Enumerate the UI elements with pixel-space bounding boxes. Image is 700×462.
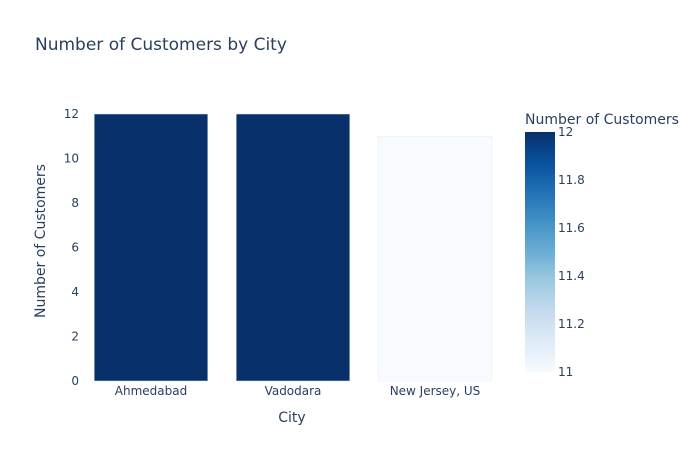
y-tick-label: 4 — [71, 285, 79, 299]
y-tick-label: 6 — [71, 241, 79, 255]
bar-ahmedabad — [93, 113, 209, 382]
y-tick-label: 2 — [71, 330, 79, 344]
colorbar-tick-label: 12 — [558, 125, 573, 139]
colorbar-ticks: 11 11.2 11.4 11.6 11.8 12 — [558, 125, 585, 379]
y-tick-label: 8 — [71, 196, 79, 210]
colorbar-tick-label: 11.4 — [558, 269, 585, 283]
colorbar-title: Number of Customers — [525, 112, 679, 128]
colorbar-tick-label: 11.8 — [558, 173, 585, 187]
colorbar-tick-label: 11 — [558, 365, 573, 379]
y-tick-label: 10 — [64, 152, 79, 166]
y-axis-title: Number of Customers — [33, 164, 49, 318]
x-axis-ticks: Ahmedabad Vadodara New Jersey, US — [115, 384, 481, 398]
bars — [93, 113, 493, 382]
colorbar — [525, 132, 555, 372]
bar-new-jersey-us — [377, 136, 493, 382]
x-axis-title: City — [278, 410, 305, 426]
bar-vadodara — [235, 113, 351, 382]
colorbar-tick-label: 11.6 — [558, 221, 585, 235]
y-axis-ticks: 0 2 4 6 8 10 12 — [64, 107, 79, 388]
x-tick-label: Ahmedabad — [115, 384, 187, 398]
x-tick-label: New Jersey, US — [390, 384, 481, 398]
y-tick-label: 0 — [71, 374, 79, 388]
y-tick-label: 12 — [64, 107, 79, 121]
chart-title: Number of Customers by City — [35, 35, 287, 55]
colorbar-tick-label: 11.2 — [558, 317, 585, 331]
x-tick-label: Vadodara — [265, 384, 322, 398]
